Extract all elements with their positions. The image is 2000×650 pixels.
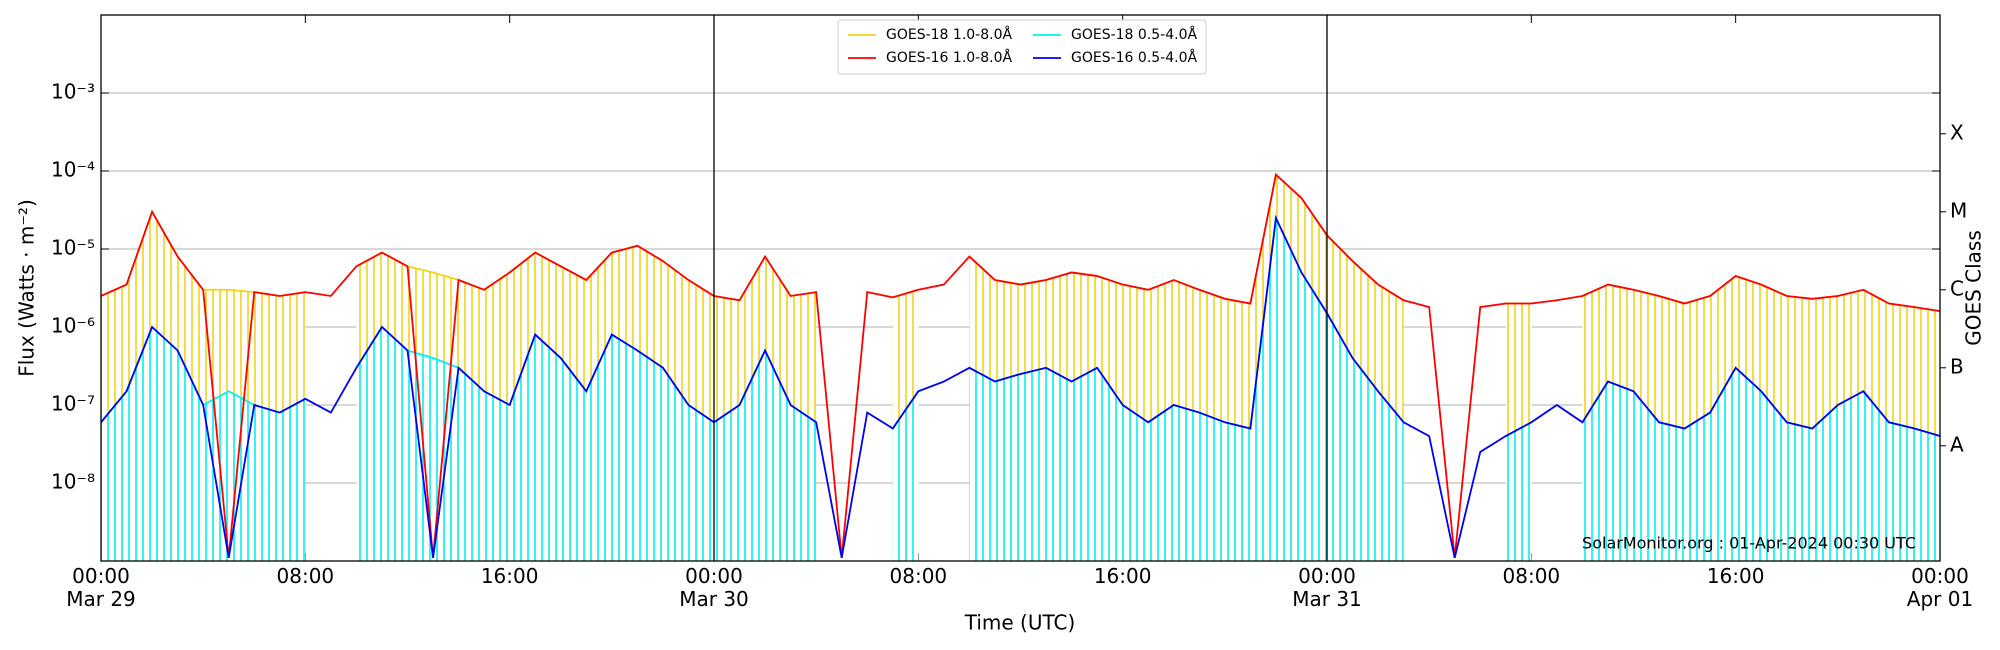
y2-tick-label: B: [1950, 354, 1964, 378]
y2-tick-label: M: [1950, 198, 1967, 222]
x-tick-label: 16:00: [480, 564, 539, 588]
legend-label: GOES-18 1.0-8.0Å: [886, 26, 1012, 43]
legend-label: GOES-16 1.0-8.0Å: [886, 49, 1012, 66]
y-tick-label: 10⁻⁶: [51, 314, 95, 338]
x-tick-label: 00:00 Mar 31: [1292, 564, 1362, 611]
x-axis-label: Time (UTC): [964, 611, 1076, 635]
y-tick-label: 10⁻⁵: [51, 236, 95, 260]
y2-tick-label: A: [1950, 432, 1964, 456]
x-tick-label: 00:00 Apr 01: [1906, 564, 1974, 611]
y-axis-label: Flux (Watts · m⁻²): [15, 199, 39, 377]
series-line: [100, 214, 1941, 558]
annotation: SolarMonitor.org : 01-Apr-2024 00:30 UTC: [1582, 534, 1916, 553]
y2-axis-label: GOES Class: [1962, 230, 1986, 346]
y-tick-label: 10⁻³: [51, 80, 95, 104]
x-tick-label: 00:00 Mar 30: [679, 564, 749, 611]
y-tick-label: 10⁻⁷: [51, 392, 95, 416]
x-tick-label: 16:00: [1093, 564, 1152, 588]
x-tick-label: 08:00: [1502, 564, 1561, 588]
y2-tick-label: C: [1950, 276, 1964, 300]
x-tick-label: 16:00: [1706, 564, 1765, 588]
legend-label: GOES-18 0.5-4.0Å: [1071, 26, 1197, 43]
x-tick-label: 00:00 Mar 29: [66, 564, 136, 611]
hatch-area: [101, 217, 1940, 561]
legend-label: GOES-16 0.5-4.0Å: [1071, 49, 1197, 66]
x-tick-label: 08:00: [889, 564, 948, 588]
y-tick-label: 10⁻⁴: [51, 158, 95, 182]
series-line: [100, 172, 1941, 558]
y2-tick-label: X: [1950, 120, 1964, 144]
legend-box: [837, 19, 1207, 75]
plot-frame: [100, 14, 1941, 562]
y-tick-label: 10⁻⁸: [51, 470, 95, 494]
x-tick-label: 08:00: [276, 564, 335, 588]
